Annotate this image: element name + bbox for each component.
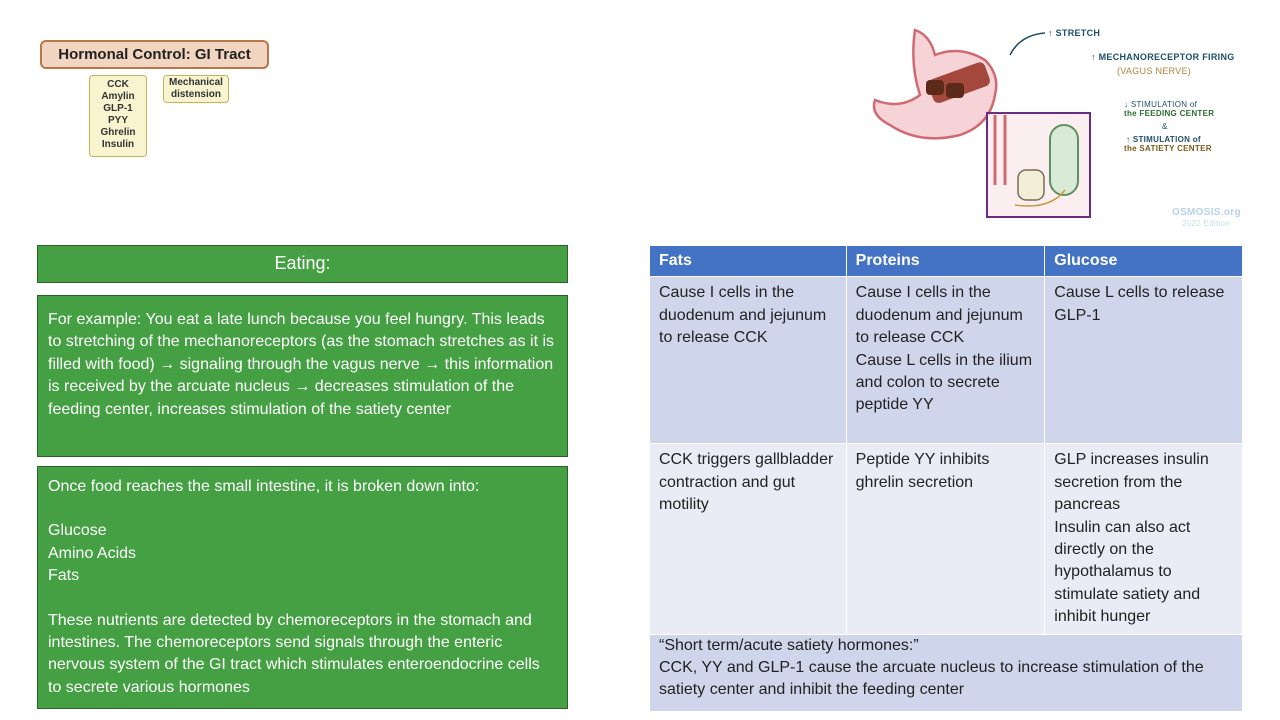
cell-text: Cause I cells in the duodenum and jejunu…	[855, 284, 1023, 347]
table-cell: Peptide YY inhibits ghrelin secretion	[845, 443, 1046, 635]
diagram-title: Hormonal Control: GI Tract	[40, 40, 269, 69]
hormone-table: Fats Proteins Glucose Cause I cells in t…	[649, 244, 1243, 712]
mechanoreceptor-label: ↑ MECHANORECEPTOR FIRING	[1091, 52, 1235, 62]
table-row: CCK triggers gallbladder contraction and…	[649, 443, 1243, 635]
table-cell: Cause I cells in the duodenum and jejunu…	[845, 276, 1046, 445]
satiety-center-label: the SATIETY CENTER	[1124, 144, 1212, 153]
table-cell: Cause L cells to release GLP-1	[1044, 276, 1243, 445]
mechanical-label: Mechanical	[169, 77, 223, 88]
nutrients-intro: Once food reaches the small intestine, i…	[48, 478, 480, 495]
hormone: Insulin	[101, 139, 135, 150]
hormone: Amylin	[101, 91, 135, 102]
footer-title: “Short term/acute satiety hormones:”	[659, 636, 919, 654]
hormone: PYY	[107, 115, 128, 126]
cell-text: Cause I cells in the duodenum and jejunu…	[659, 284, 827, 347]
hormone: CCK	[107, 79, 129, 90]
stomach-image	[872, 28, 1091, 218]
cell-text: Peptide YY inhibits ghrelin secretion	[855, 451, 990, 491]
vagus-label: (VAGUS NERVE)	[1117, 66, 1192, 76]
mechanical-label: distension	[170, 89, 221, 100]
osmosis-logo: OSMOSIS.org	[1172, 207, 1241, 218]
cell-text: Cause L cells in the ilium and colon to …	[855, 351, 1033, 414]
hormone: Ghrelin	[100, 127, 136, 138]
cell-text: CCK triggers gallbladder contraction and…	[659, 451, 834, 514]
footer-text: CCK, YY and GLP-1 cause the arcuate nucl…	[659, 659, 1204, 699]
chemoreceptor-text: These nutrients are detected by chemorec…	[48, 611, 540, 696]
cell-text: GLP increases insulin secretion from the…	[1054, 451, 1209, 514]
feeding-label: ↓ STIMULATION of	[1124, 100, 1198, 109]
satiety-label: ↑ STIMULATION of	[1126, 135, 1201, 144]
nutrients-box: Once food reaches the small intestine, i…	[37, 466, 568, 709]
eating-heading: Eating:	[37, 245, 568, 283]
table-cell: Cause I cells in the duodenum and jejunu…	[649, 276, 847, 445]
table-cell: CCK triggers gallbladder contraction and…	[649, 443, 847, 635]
table-cell: GLP increases insulin secretion from the…	[1044, 443, 1243, 635]
header-fats: Fats	[649, 244, 847, 278]
cell-text: Cause L cells to release GLP-1	[1054, 284, 1225, 324]
cell-text: Insulin can also act directly on the hyp…	[1054, 518, 1201, 626]
stretch-label: ↑ STRETCH	[1048, 28, 1101, 38]
table-footer: “Short term/acute satiety hormones:” CCK,…	[649, 633, 1243, 712]
nutrient: Glucose	[48, 522, 107, 540]
table-footer-row: “Short term/acute satiety hormones:” CCK,…	[649, 633, 1243, 712]
table-row: Cause I cells in the duodenum and jejunu…	[649, 276, 1243, 445]
nutrient: Fats	[48, 567, 80, 585]
header-proteins: Proteins	[845, 244, 1046, 278]
ampersand: &	[1162, 122, 1168, 131]
nutrient: Amino Acids	[48, 544, 137, 562]
hormone-list: CCK Amylin GLP-1 PYY Ghrelin Insulin	[89, 75, 147, 157]
eating-example: For example: You eat a late lunch becaus…	[37, 295, 568, 457]
header-glucose: Glucose	[1044, 244, 1243, 278]
feeding-center-label: the FEEDING CENTER	[1124, 109, 1215, 118]
hormone: GLP-1	[103, 103, 133, 114]
edition-label: 2022 Edition	[1182, 219, 1231, 228]
mechanical-box: Mechanical distension	[163, 75, 229, 103]
